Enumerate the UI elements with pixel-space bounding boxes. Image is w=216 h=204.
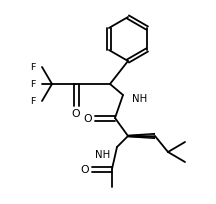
Text: NH: NH bbox=[132, 94, 147, 103]
Text: F: F bbox=[30, 97, 36, 106]
Text: O: O bbox=[84, 113, 92, 123]
Text: O: O bbox=[72, 109, 80, 118]
Text: O: O bbox=[81, 164, 89, 174]
Text: NH: NH bbox=[95, 149, 110, 159]
Text: F: F bbox=[30, 80, 36, 89]
Text: F: F bbox=[30, 63, 36, 72]
